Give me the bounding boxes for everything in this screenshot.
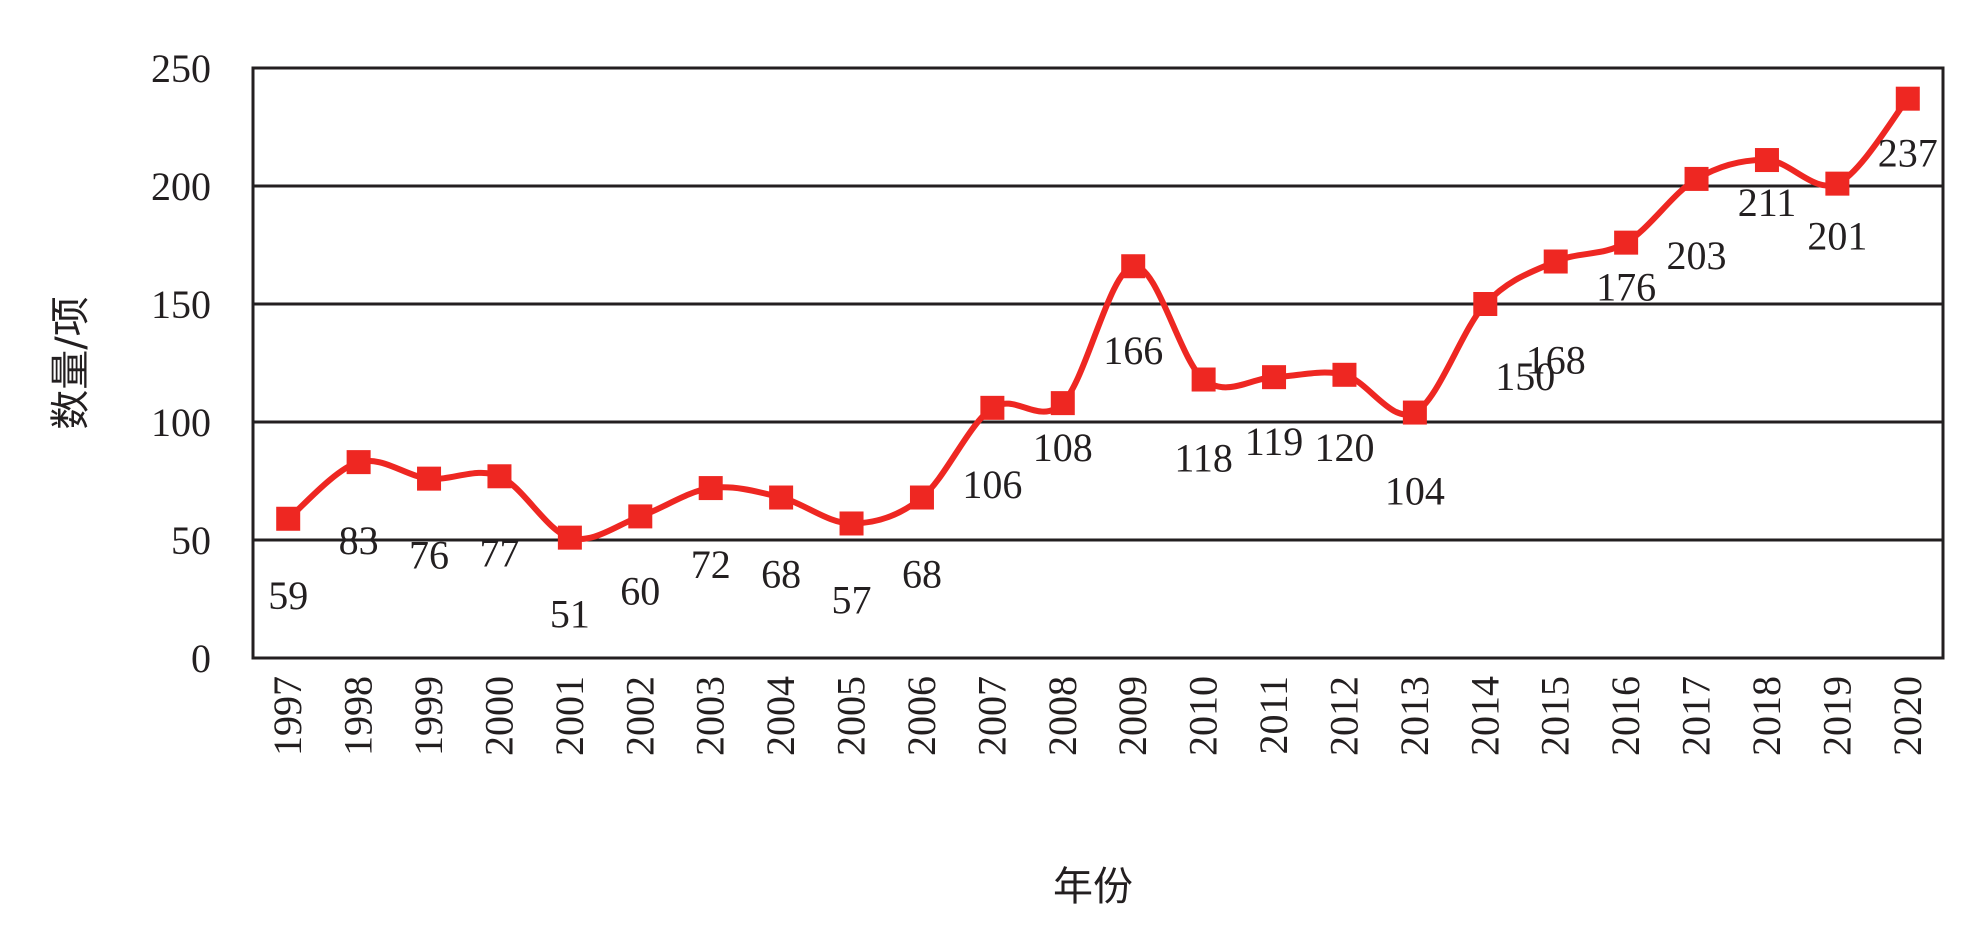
- x-tick-label: 2007: [969, 676, 1014, 756]
- data-label: 211: [1738, 180, 1797, 225]
- data-point-2013: [1402, 400, 1427, 425]
- data-label: 176: [1596, 265, 1656, 310]
- data-label: 59: [268, 573, 308, 618]
- plot-frame: [251, 66, 1945, 660]
- data-point-2011: [1262, 365, 1287, 390]
- data-label: 203: [1667, 233, 1727, 278]
- data-label: 83: [339, 518, 379, 563]
- x-tick-label: 1997: [265, 676, 310, 756]
- y-tick-labels: 0 50 100 150 200 250: [151, 46, 211, 681]
- data-point-2020: [1895, 86, 1920, 111]
- data-label: 108: [1033, 425, 1093, 470]
- x-tick-label: 2009: [1110, 676, 1155, 756]
- x-tick-label: 2012: [1321, 676, 1366, 756]
- x-tick-label: 2003: [688, 676, 733, 756]
- data-point-2014: [1473, 292, 1498, 316]
- data-point-1998: [346, 450, 371, 475]
- data-point-1997: [276, 506, 301, 531]
- data-label: 77: [479, 530, 519, 575]
- data-point-2005: [839, 511, 864, 536]
- data-point-2008: [1050, 391, 1075, 416]
- x-tick-label: 2000: [476, 676, 521, 756]
- series-line: [285, 95, 1911, 542]
- data-label: 120: [1314, 425, 1374, 470]
- x-tick-label: 1998: [336, 676, 381, 756]
- data-point-2000: [487, 464, 512, 489]
- data-point-2007: [980, 395, 1005, 420]
- y-tick-label: 50: [171, 518, 211, 563]
- data-label: 57: [832, 577, 872, 622]
- data-label: 68: [902, 552, 942, 597]
- x-tick-label: 2017: [1674, 676, 1719, 756]
- data-point-2019: [1825, 171, 1850, 196]
- data-label: 166: [1103, 328, 1163, 373]
- y-axis-title: 数量/项: [48, 296, 94, 429]
- data-label: 72: [691, 542, 731, 587]
- data-label: 76: [409, 533, 449, 578]
- x-tick-label: 2014: [1462, 676, 1507, 756]
- y-tick-label: 100: [151, 400, 211, 445]
- data-label: 106: [962, 462, 1022, 507]
- data-point-2015: [1543, 249, 1568, 274]
- gridlines: [253, 184, 1943, 542]
- data-point-2002: [628, 504, 653, 529]
- x-tick-label: 2019: [1814, 676, 1859, 756]
- data-point-2003: [698, 476, 723, 501]
- data-point-2012: [1332, 362, 1357, 387]
- y-tick-label: 150: [151, 282, 211, 327]
- x-tick-label: 2001: [547, 676, 592, 756]
- x-tick-label: 2015: [1533, 676, 1578, 756]
- x-axis-title: 年份: [1053, 864, 1133, 910]
- x-tick-label: 1999: [406, 676, 451, 756]
- x-tick-label: 2011: [1251, 676, 1296, 755]
- data-label: 60: [620, 568, 660, 613]
- data-label: 68: [761, 552, 801, 597]
- data-label: 118: [1174, 436, 1233, 481]
- data-label: 104: [1385, 469, 1445, 514]
- x-tick-label: 2010: [1181, 676, 1226, 756]
- data-point-2016: [1614, 230, 1639, 255]
- x-tick-labels: 1997 1998 1999 2000 2001 2002 2003 2004 2005 2006…: [265, 676, 1930, 756]
- data-point-2004: [769, 485, 794, 510]
- series-markers: [276, 86, 1920, 550]
- x-tick-label: 2004: [758, 676, 803, 756]
- x-tick-label: 2006: [899, 676, 944, 756]
- x-tick-label: 2008: [1040, 676, 1085, 756]
- x-tick-label: 2020: [1885, 676, 1930, 756]
- data-point-2006: [909, 485, 934, 510]
- y-tick-label: 250: [151, 46, 211, 91]
- data-point-1999: [417, 466, 442, 491]
- data-point-2009: [1121, 254, 1146, 279]
- x-tick-label: 2002: [617, 676, 662, 756]
- x-tick-label: 2005: [829, 676, 874, 756]
- data-label: 150: [1495, 354, 1555, 399]
- data-label: 168: [1526, 338, 1586, 383]
- data-label: 201: [1807, 214, 1867, 259]
- x-tick-label: 2016: [1603, 676, 1648, 756]
- data-point-2017: [1684, 166, 1709, 191]
- data-label: 119: [1245, 419, 1304, 464]
- y-tick-label: 200: [151, 164, 211, 209]
- data-label: 237: [1878, 131, 1938, 176]
- data-point-2018: [1754, 148, 1779, 173]
- x-tick-label: 2018: [1744, 676, 1789, 756]
- y-tick-label: 0: [191, 636, 211, 681]
- data-label: 51: [550, 592, 590, 637]
- x-tick-label: 2013: [1392, 676, 1437, 756]
- data-point-2001: [557, 525, 582, 550]
- data-point-2010: [1191, 367, 1216, 392]
